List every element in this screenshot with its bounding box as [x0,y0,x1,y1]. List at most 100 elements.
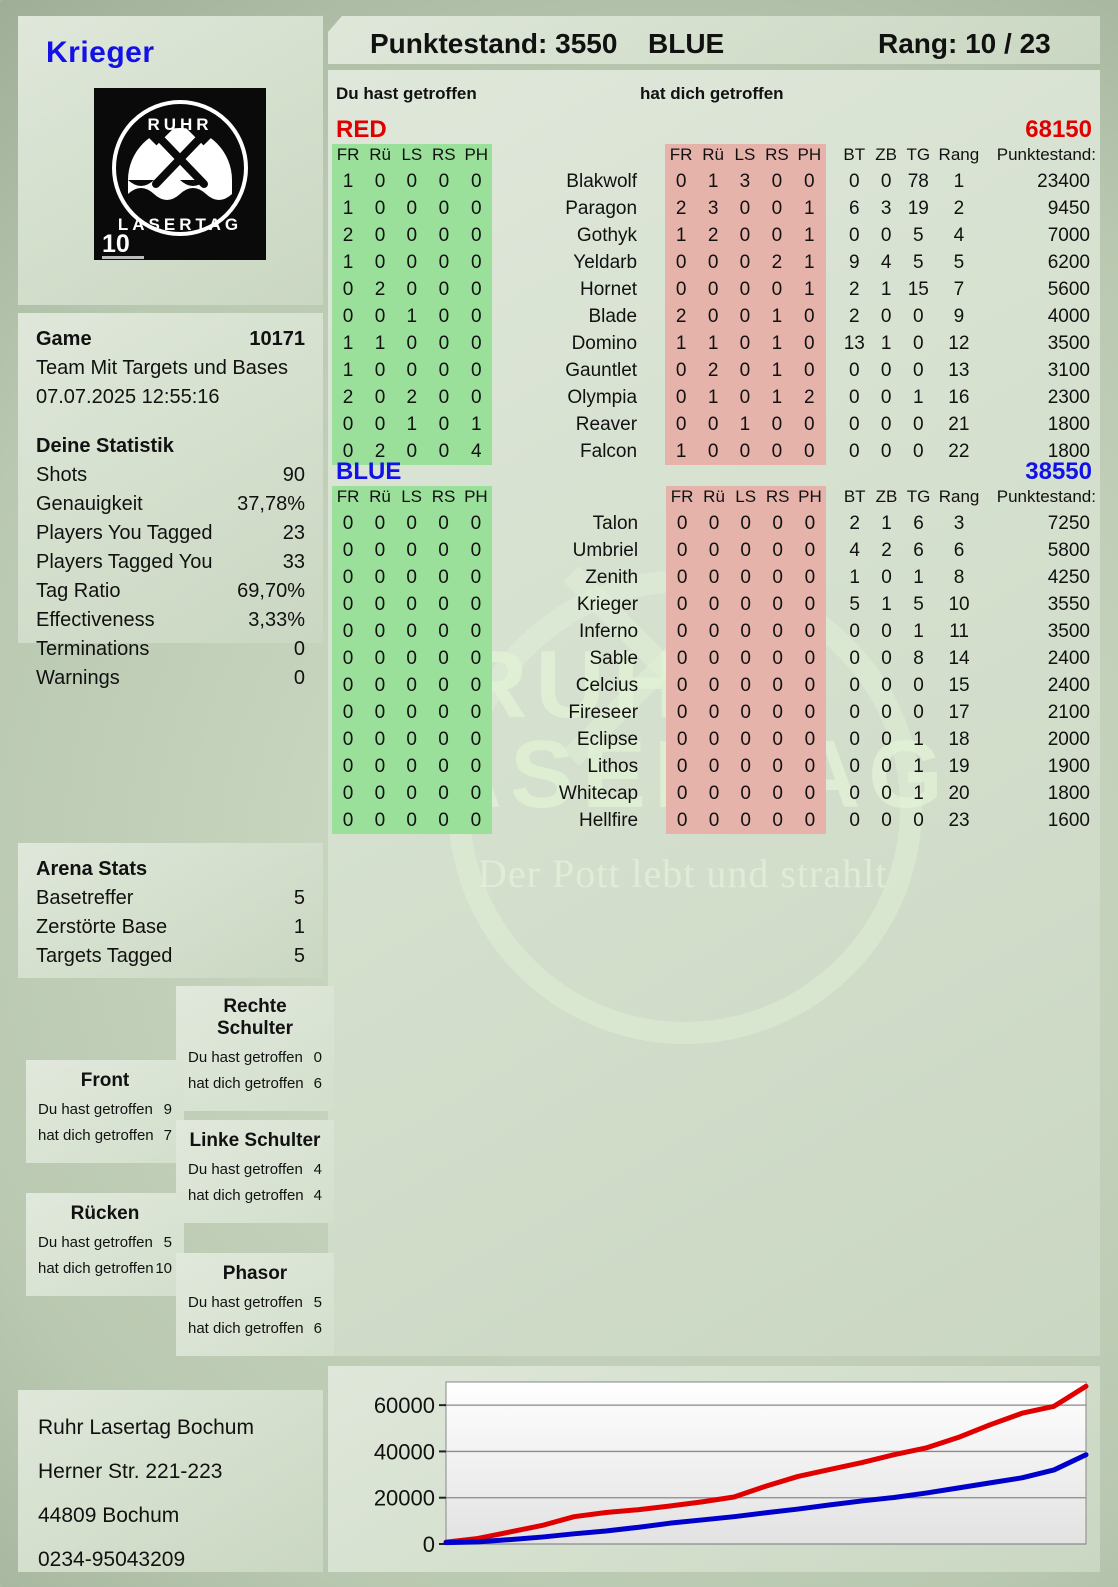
cell-you-hit: 0 [396,330,428,357]
cell-bt: 0 [849,647,860,669]
table-row[interactable]: 0 0 1 0 1 Reaver 0 0 1 0 0 0 0 0 21 1800 [332,411,1096,438]
logo-badge-number: 10 [102,230,130,258]
cell-you-hit: 0 [332,753,365,780]
chart-canvas: 0 20000 40000 60000 [374,1381,1089,1557]
cell-them-hit: 0 [666,645,699,672]
table-row[interactable]: 0 0 0 0 0 Talon 0 0 0 0 0 2 1 6 3 7250 [332,510,1096,537]
cell-rank: 20 [948,782,970,804]
table-row[interactable]: 0 0 0 0 0 Whitecap 0 0 0 0 0 0 0 1 20 1800 [332,780,1096,807]
cell-rank: 14 [948,647,970,669]
cell-them-hit: 0 [698,591,730,618]
cell-you-hit: 0 [427,807,460,834]
table-row[interactable]: 0 0 0 0 0 Umbriel 0 0 0 0 0 4 2 6 6 5800 [332,537,1096,564]
table-row[interactable]: 0 0 1 0 0 Blade 2 0 0 1 0 2 0 0 9 4000 [332,303,1096,330]
cell-you-hit: 0 [332,564,365,591]
cell-you-hit: 1 [396,411,428,438]
cell-bt: 0 [848,359,860,381]
cell-zb: 3 [880,197,892,219]
cell-you-hit: 0 [460,330,493,357]
cell-tg: 0 [913,809,924,831]
table-row[interactable]: 1 0 0 0 0 Gauntlet 0 2 0 1 0 0 0 0 13 3100 [332,357,1096,384]
col-header-you-PH: PH [460,144,493,168]
cell-tg: 0 [913,413,924,435]
arena-stats-list: Basetreffer 5 Zerstörte Base 1 Targets Tagge… [36,884,305,971]
cell-you-hit: 0 [427,672,460,699]
table-row[interactable]: 2 0 0 0 0 Gothyk 1 2 0 0 1 0 0 5 4 7000 [332,222,1096,249]
stat-row: Players Tagged You 33 [36,548,305,577]
col-header-you-RS: RS [427,486,460,510]
cell-you-hit: 0 [396,276,428,303]
table-row[interactable]: 0 2 0 0 0 Hornet 0 0 0 0 1 2 1 15 7 5600 [332,276,1096,303]
cell-them-hit: 0 [793,699,827,726]
bodypart-you-value: 5 [313,1294,322,1311]
table-row[interactable]: 0 0 0 0 0 Hellfire 0 0 0 0 0 0 0 0 23 1600 [332,807,1096,834]
table-row[interactable]: 0 0 0 0 0 Sable 0 0 0 0 0 0 0 8 14 2400 [332,645,1096,672]
table-row[interactable]: 0 0 0 0 0 Krieger 0 0 0 0 0 5 1 5 10 3550 [332,591,1096,618]
table-row[interactable]: 1 0 0 0 0 Yeldarb 0 0 0 2 1 9 4 5 5 6200 [332,249,1096,276]
column-group-label-tagged-you: hat dich getroffen [640,84,784,103]
cell-tg: 5 [913,224,924,246]
stat-row: Players You Tagged 23 [36,519,305,548]
cell-them-hit: 3 [697,195,730,222]
chart-ytick-label: 0 [423,1532,435,1557]
table-row[interactable]: 1 0 0 0 0 Blakwolf 0 1 3 0 0 0 0 78 1 23400 [332,168,1096,195]
cell-player-name: Sable [589,647,639,669]
table-row[interactable]: 0 0 0 0 0 Zenith 0 0 0 0 0 1 0 1 8 4250 [332,564,1096,591]
cell-you-hit: 0 [427,564,460,591]
cell-them-hit: 1 [665,222,698,249]
score-progression-chart: 0 20000 40000 60000 [328,1366,1100,1572]
cell-points: 4250 [1047,566,1090,588]
cell-them-hit: 2 [697,222,730,249]
bodypart-them-value: 6 [313,1075,322,1092]
table-row[interactable]: 0 2 0 0 4 Falcon 1 0 0 0 0 0 0 0 22 1800 [332,438,1096,465]
cell-you-hit: 0 [332,411,365,438]
cell-them-hit: 0 [729,645,762,672]
cell-bt: 0 [849,728,860,750]
cell-spacer [826,276,839,303]
bodypart-you-label: Du hast getroffen [188,1294,303,1311]
cell-player-name: Reaver [575,413,638,435]
col-header-Rang: Rang [938,145,980,164]
chart-plot-area [445,1381,1087,1545]
chart-ytick-label: 40000 [374,1439,435,1464]
cell-rank: 8 [953,566,965,588]
cell-spacer [826,807,839,834]
cell-them-hit: 0 [793,564,827,591]
table-row[interactable]: 1 1 0 0 0 Domino 1 1 0 1 0 13 1 0 12 3500 [332,330,1096,357]
cell-you-hit: 2 [396,384,428,411]
cell-you-hit: 0 [459,645,493,672]
col-header-them-LS: LS [729,486,762,510]
cell-spacer [826,753,839,780]
cell-player-name: Olympia [567,386,638,408]
cell-them-hit: 0 [761,537,794,564]
cell-them-hit: 0 [698,510,730,537]
table-row[interactable]: 1 0 0 0 0 Paragon 2 3 0 0 1 6 3 19 2 9450 [332,195,1096,222]
cell-them-hit: 0 [698,726,730,753]
table-row[interactable]: 0 0 0 0 0 Lithos 0 0 0 0 0 0 0 1 19 1900 [332,753,1096,780]
cell-zb: 1 [881,593,892,615]
cell-you-hit: 0 [332,780,365,807]
cell-spacer [826,591,839,618]
cell-them-hit: 0 [793,537,827,564]
cell-them-hit: 0 [666,807,699,834]
cell-you-hit: 0 [396,195,428,222]
cell-them-hit: 0 [666,672,699,699]
stat-label: Players Tagged You [36,551,213,573]
table-row[interactable]: 2 0 2 0 0 Olympia 0 1 0 1 2 0 0 1 16 2300 [332,384,1096,411]
table-row[interactable]: 0 0 0 0 0 Eclipse 0 0 0 0 0 0 0 1 18 2000 [332,726,1096,753]
table-row[interactable]: 0 0 0 0 0 Inferno 0 0 0 0 0 0 0 1 11 3500 [332,618,1096,645]
cell-you-hit: 0 [427,645,460,672]
cell-tg: 19 [907,197,929,219]
cell-them-hit: 0 [729,438,761,465]
cell-points: 5600 [1047,278,1090,300]
table-row[interactable]: 0 0 0 0 0 Celcius 0 0 0 0 0 0 0 0 15 2400 [332,672,1096,699]
cell-them-hit: 0 [729,222,761,249]
cell-points: 2300 [1047,386,1090,408]
cell-them-hit: 0 [729,726,762,753]
table-row[interactable]: 0 0 0 0 0 Fireseer 0 0 0 0 0 0 0 0 17 2100 [332,699,1096,726]
table-header-row: FR Rü LS RS PH FR Rü LS RS PH BT ZB TG Rang Punktestan… [332,486,1096,510]
cell-them-hit: 0 [793,672,827,699]
cell-you-hit: 0 [364,807,396,834]
cell-you-hit: 0 [332,510,365,537]
cell-points: 5800 [1047,539,1090,561]
